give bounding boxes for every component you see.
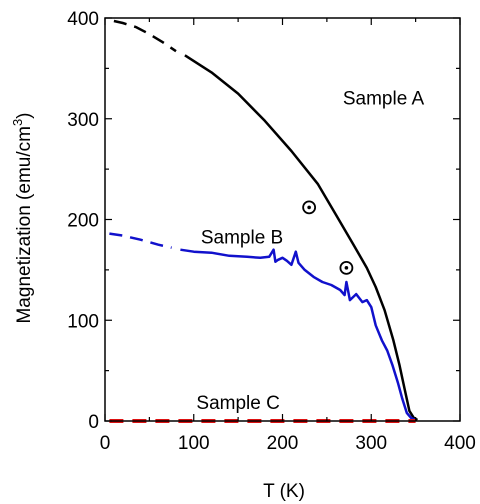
x-tick-label: 300 <box>355 433 387 454</box>
series-b <box>109 232 417 422</box>
plot-frame <box>104 17 461 422</box>
y-tick-label: 100 <box>67 311 99 332</box>
data-point-marker <box>302 200 317 215</box>
series-a-line <box>184 54 419 422</box>
data-point-marker <box>339 260 354 275</box>
y-axis-label: Magnetization (emu/cm3) <box>10 112 35 323</box>
label-layer: T (K) Magnetization (emu/cm3) <box>10 112 305 502</box>
y-axis-label-close: ) <box>14 112 35 118</box>
series-b-dashed-line <box>109 232 172 249</box>
series-b-line <box>180 248 417 422</box>
y-tick-label: 0 <box>88 412 99 433</box>
series-annotation: Sample A <box>343 89 425 110</box>
series-layer: Sample A Sample B Sample C <box>109 19 425 423</box>
series-a-dashed-line <box>113 19 177 53</box>
x-tick-label: 200 <box>267 433 299 454</box>
series-annotation: Sample C <box>196 393 279 414</box>
x-tick-label: 100 <box>178 433 210 454</box>
data-point-marker-dot <box>344 266 349 270</box>
x-tick-label: 400 <box>444 433 476 454</box>
series-a <box>113 19 419 422</box>
data-point-marker-dot <box>307 205 311 210</box>
axis-layer: 0 100 200 300 400 0 100 200 300 400 <box>67 9 476 454</box>
y-axis-label-sup: 3 <box>10 119 25 126</box>
y-axis-label-main: Magnetization (emu/cm <box>14 126 35 323</box>
x-axis-label: T (K) <box>263 481 305 502</box>
y-tick-label: 300 <box>67 110 99 131</box>
series-annotation: Sample B <box>201 228 283 249</box>
y-tick-label: 400 <box>67 9 99 30</box>
x-tick-label: 0 <box>100 433 111 454</box>
y-tick-label: 200 <box>67 211 99 232</box>
